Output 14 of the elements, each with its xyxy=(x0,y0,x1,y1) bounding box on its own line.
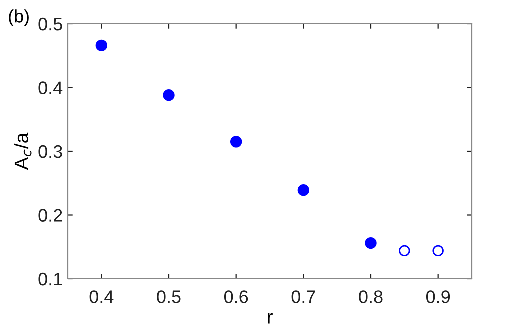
x-tick-label: 0.7 xyxy=(292,290,316,304)
y-tick-label: 0.2 xyxy=(38,209,62,222)
y-tick-label: 0.3 xyxy=(38,145,62,158)
x-axis-title: r xyxy=(268,313,273,324)
x-tick-label: 0.4 xyxy=(90,290,114,304)
y-tick-label: 0.4 xyxy=(38,82,63,94)
y-tick-label: 0.1 xyxy=(38,272,62,286)
y-tick-label: 0.5 xyxy=(38,18,62,31)
x-tick-label: 0.6 xyxy=(224,290,248,304)
x-tick-label: 0.9 xyxy=(426,290,450,304)
text: (b) xyxy=(9,10,29,26)
x-tick-label: 0.8 xyxy=(359,290,383,304)
x-tick-label: 0.5 xyxy=(157,290,181,304)
y-axis-title: A$_{c}$/a xyxy=(14,132,32,170)
